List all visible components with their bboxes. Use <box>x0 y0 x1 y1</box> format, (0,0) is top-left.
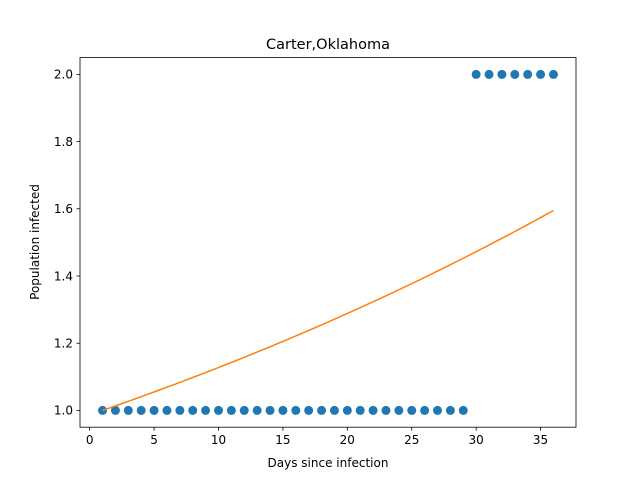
data-point <box>484 69 494 79</box>
data-point <box>162 405 172 415</box>
data-point <box>213 405 223 415</box>
data-point <box>149 405 159 415</box>
y-axis-label: Population infected <box>28 184 42 300</box>
data-point <box>342 405 352 415</box>
data-point <box>265 405 275 415</box>
data-point <box>136 405 146 415</box>
data-point <box>291 405 301 415</box>
data-point <box>394 405 404 415</box>
x-tick-label: 30 <box>469 433 484 447</box>
y-axis: 1.0 1.2 1.4 1.6 1.8 2.0 <box>54 68 80 418</box>
y-tick-label: 1.8 <box>54 135 73 149</box>
y-tick-label: 1.6 <box>54 202 73 216</box>
data-point <box>523 69 533 79</box>
plot-frame <box>79 57 577 428</box>
data-point <box>368 405 378 415</box>
data-point <box>497 69 507 79</box>
x-axis: 0 5 10 15 20 25 30 35 <box>86 427 548 447</box>
data-point <box>407 405 417 415</box>
data-point <box>420 405 430 415</box>
data-point <box>458 405 468 415</box>
x-tick-label: 15 <box>275 433 290 447</box>
plot-area <box>98 69 558 415</box>
data-point <box>239 405 249 415</box>
data-point <box>445 405 455 415</box>
x-axis-label: Days since infection <box>268 456 389 470</box>
data-point <box>433 405 443 415</box>
data-point <box>317 405 327 415</box>
chart-title: Carter,Oklahoma <box>266 37 390 53</box>
data-point <box>381 405 391 415</box>
x-tick-label: 0 <box>86 433 94 447</box>
data-point <box>278 405 288 415</box>
x-tick-label: 5 <box>150 433 158 447</box>
data-point <box>175 405 185 415</box>
data-point <box>304 405 314 415</box>
y-tick-label: 2.0 <box>54 68 73 82</box>
x-tick-label: 20 <box>340 433 355 447</box>
data-point <box>110 405 120 415</box>
data-point <box>123 405 133 415</box>
data-point <box>226 405 236 415</box>
data-point <box>188 405 198 415</box>
data-point <box>548 69 558 79</box>
x-tick-label: 25 <box>404 433 419 447</box>
y-tick-label: 1.2 <box>54 337 73 351</box>
y-tick-label: 1.0 <box>54 404 73 418</box>
data-point <box>252 405 262 415</box>
data-point <box>329 405 339 415</box>
x-tick-label: 10 <box>211 433 226 447</box>
data-point <box>471 69 481 79</box>
data-point <box>201 405 211 415</box>
data-point <box>98 405 108 415</box>
data-point <box>510 69 520 79</box>
y-tick-label: 1.4 <box>54 269 73 283</box>
data-point <box>355 405 365 415</box>
data-point <box>536 69 546 79</box>
x-tick-label: 35 <box>533 433 548 447</box>
fit-line <box>102 209 554 412</box>
